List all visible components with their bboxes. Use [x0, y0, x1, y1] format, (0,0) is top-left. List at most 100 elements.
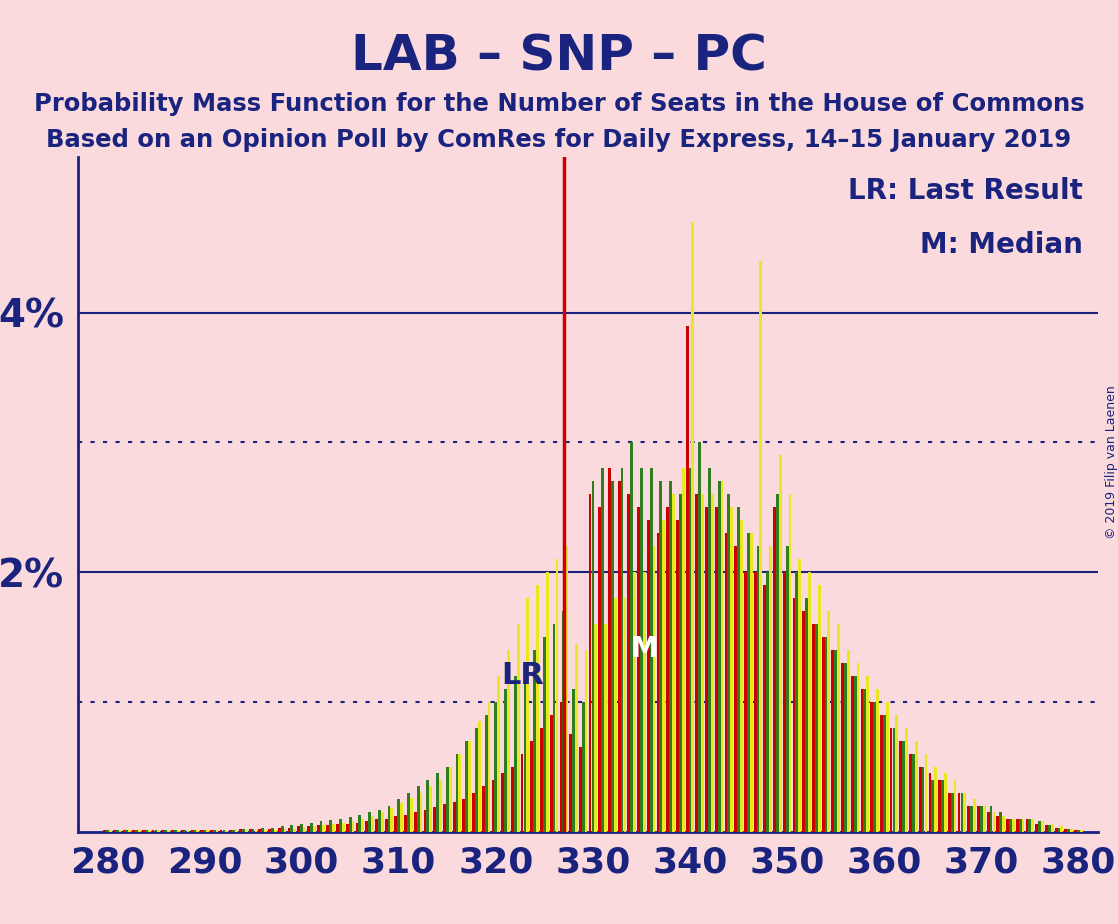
Text: LAB – SNP – PC: LAB – SNP – PC [351, 32, 767, 80]
Bar [724, 533, 728, 832]
Bar [537, 585, 539, 832]
Bar [540, 728, 543, 832]
Bar [455, 754, 458, 832]
Bar [436, 773, 439, 832]
Bar [861, 689, 863, 832]
Bar [468, 741, 471, 832]
Bar [662, 520, 665, 832]
Bar [504, 689, 506, 832]
Bar [197, 831, 199, 832]
Bar [552, 624, 556, 832]
Bar [113, 831, 115, 832]
Bar [610, 481, 614, 832]
Bar [434, 807, 436, 832]
Bar [1077, 831, 1080, 832]
Bar [361, 819, 364, 832]
Bar [212, 831, 216, 832]
Bar [443, 805, 446, 832]
Bar [825, 637, 827, 832]
Bar [264, 831, 267, 832]
Bar [1080, 831, 1082, 832]
Bar [880, 715, 883, 832]
Bar [521, 754, 523, 832]
Text: © 2019 Filip van Laenen: © 2019 Filip van Laenen [1105, 385, 1118, 539]
Text: Based on an Opinion Poll by ComRes for Daily Express, 14–15 January 2019: Based on an Opinion Poll by ComRes for D… [47, 128, 1071, 152]
Bar [591, 481, 595, 832]
Bar [631, 443, 633, 832]
Bar [229, 831, 233, 832]
Bar [977, 806, 979, 832]
Bar [556, 559, 558, 832]
Bar [477, 722, 481, 832]
Bar [993, 812, 995, 832]
Bar [980, 806, 983, 832]
Bar [805, 598, 808, 832]
Bar [287, 828, 291, 832]
Bar [866, 676, 869, 832]
Bar [614, 598, 617, 832]
Bar [779, 456, 781, 832]
Bar [245, 831, 247, 832]
Bar [262, 828, 264, 832]
Bar [906, 728, 908, 832]
Bar [291, 825, 293, 832]
Bar [863, 689, 866, 832]
Bar [320, 821, 322, 832]
Bar [193, 831, 196, 832]
Bar [164, 831, 167, 832]
Bar [181, 831, 183, 832]
Bar [705, 507, 708, 832]
Bar [313, 826, 315, 832]
Bar [637, 507, 639, 832]
Bar [322, 825, 325, 832]
Bar [349, 818, 351, 832]
Bar [119, 831, 122, 832]
Bar [284, 829, 286, 832]
Bar [774, 507, 776, 832]
Bar [883, 715, 885, 832]
Bar [1032, 819, 1034, 832]
Bar [255, 831, 257, 832]
Bar [210, 831, 212, 832]
Bar [960, 793, 964, 832]
Bar [585, 650, 587, 832]
Bar [967, 806, 970, 832]
Bar [699, 443, 701, 832]
Bar [851, 676, 854, 832]
Bar [832, 650, 834, 832]
Bar [239, 829, 241, 832]
Bar [572, 689, 575, 832]
Bar [996, 816, 999, 832]
Bar [1068, 829, 1070, 832]
Bar [759, 261, 762, 832]
Bar [203, 831, 206, 832]
Bar [589, 494, 591, 832]
Bar [737, 507, 740, 832]
Bar [653, 546, 655, 832]
Bar [970, 806, 973, 832]
Bar [708, 468, 711, 832]
Bar [115, 831, 119, 832]
Bar [278, 828, 281, 832]
Bar [527, 598, 529, 832]
Bar [426, 780, 429, 832]
Bar [241, 829, 245, 832]
Bar [987, 812, 989, 832]
Bar [268, 829, 271, 832]
Bar [337, 824, 339, 832]
Bar [783, 572, 786, 832]
Bar [371, 816, 373, 832]
Bar [103, 831, 106, 832]
Bar [620, 468, 624, 832]
Bar [892, 728, 896, 832]
Bar [660, 481, 662, 832]
Bar [152, 831, 154, 832]
Bar [303, 828, 306, 832]
Bar [834, 650, 837, 832]
Bar [718, 481, 721, 832]
Bar [728, 494, 730, 832]
Bar [453, 802, 455, 832]
Bar [776, 494, 779, 832]
Bar [846, 650, 850, 832]
Bar [973, 799, 976, 832]
